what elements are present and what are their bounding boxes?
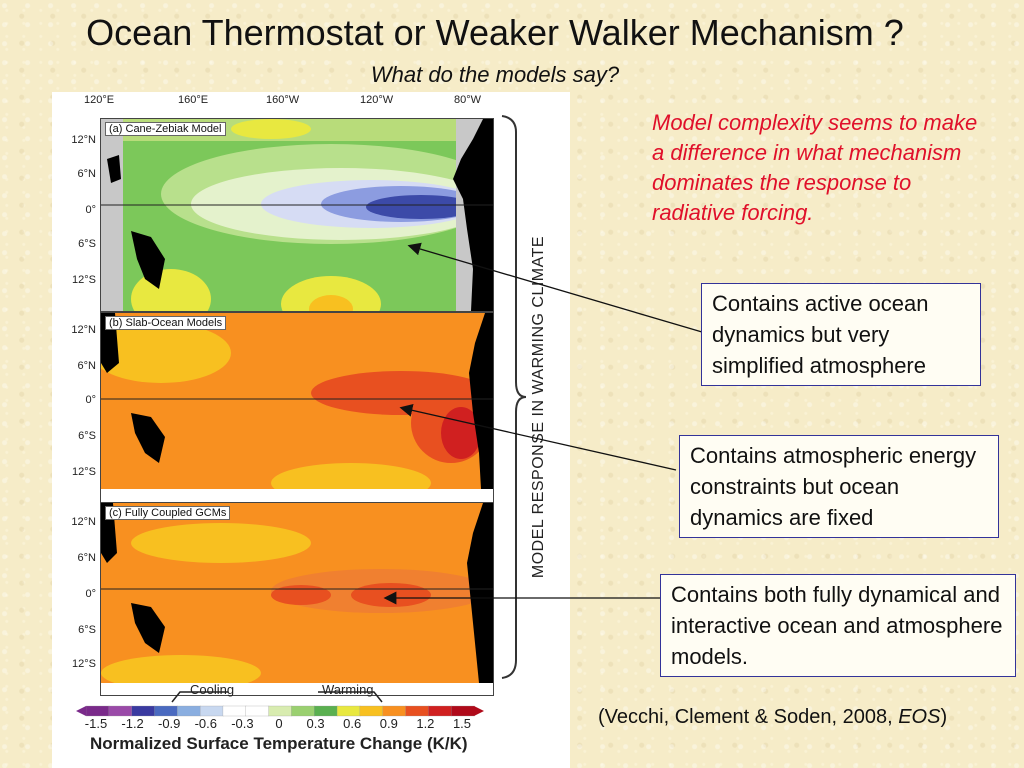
colorbar-title: Normalized Surface Temperature Change (K… (90, 734, 468, 753)
colorbar-swatch (199, 705, 224, 717)
colorbar-swatch (314, 705, 338, 717)
slide-title: Ocean Thermostat or Weaker Walker Mechan… (86, 12, 904, 53)
colorbar-swatches (76, 705, 484, 717)
panel-a-map: (a) Cane-Zebiak Model (100, 118, 494, 312)
lat-label: 0° (85, 588, 96, 600)
colorbar-swatch (451, 705, 475, 717)
lat-label: 6°S (78, 624, 96, 636)
colorbar-swatch (177, 705, 201, 717)
colorbar-swatch (336, 705, 361, 717)
box-active-ocean: Contains active ocean dynamics but very … (701, 283, 981, 386)
colorbar-swatch (291, 705, 315, 717)
colorbar-tick-label: -0.9 (157, 716, 181, 731)
lon-label: 160°E (178, 94, 209, 106)
model-complexity-note: Model complexity seems to make a differe… (652, 110, 978, 225)
colorbar-swatch (245, 705, 270, 717)
colorbar-swatch (154, 705, 178, 717)
colorbar-swatch (382, 705, 407, 717)
citation: (Vecchi, Clement & Soden, 2008, EOS) (598, 706, 947, 729)
colorbar-tick-label: -1.5 (84, 716, 108, 731)
colorbar-tick-label: -1.2 (121, 716, 144, 731)
lat-label: 12°N (71, 324, 96, 336)
colorbar-tick-label: 0.6 (343, 716, 362, 731)
slide-subtitle: What do the models say? (370, 62, 620, 87)
lat-label: 6°N (77, 552, 96, 564)
box-atmospheric-constraints: Contains atmospheric energy constraints … (679, 435, 999, 538)
citation-journal: EOS (898, 706, 941, 728)
lon-label: 80°W (454, 94, 482, 106)
colorbar-swatch (428, 705, 452, 717)
cooling-arrow (171, 691, 228, 703)
lat-label: 12°S (72, 466, 96, 478)
bracket (501, 115, 527, 679)
lat-label: 0° (85, 394, 96, 406)
citation-text: (Vecchi, Clement & Soden, 2008, (598, 706, 899, 728)
colorbar-swatch (268, 705, 293, 717)
colorbar-tick-label: 1.2 (416, 716, 435, 731)
warming-arrow (318, 691, 383, 703)
panel-c-map: (c) Fully Coupled GCMs (100, 502, 494, 696)
lon-label: 160°W (266, 94, 300, 106)
colorbar-tick-label: -0.6 (194, 716, 217, 731)
lon-label: 120°E (84, 94, 115, 106)
colorbar-max-arrow (474, 706, 484, 716)
lat-label: 6°N (77, 168, 96, 180)
lon-label: 120°W (360, 94, 394, 106)
lat-label: 12°S (72, 658, 96, 670)
lat-label: 6°S (78, 430, 96, 442)
colorbar: Cooling Warming -1.5 -1.2 -0.9 -0.6 -0.3 0 0.3… (52, 682, 570, 768)
colorbar-tick-label: 1.5 (452, 716, 472, 731)
colorbar-swatch (405, 705, 430, 717)
colorbar-tick-label: 0 (275, 716, 283, 731)
lat-label: 0° (85, 204, 96, 216)
panel-c-label: (c) Fully Coupled GCMs (105, 506, 231, 520)
colorbar-swatch (85, 705, 110, 717)
model-comparison-figure: 120°E 160°E 160°W 120°W 80°W 12°N 6°N 0°… (52, 92, 570, 768)
colorbar-tick-label: 0.3 (306, 716, 325, 731)
lat-label: 12°N (71, 134, 96, 146)
lat-label: 12°S (72, 274, 96, 286)
colorbar-tick-label: -0.3 (231, 716, 254, 731)
panel-a-label: (a) Cane-Zebiak Model (105, 122, 226, 136)
colorbar-swatch (131, 705, 156, 717)
lat-label: 6°N (77, 360, 96, 372)
bracket-label: MODEL RESPONSE IN WARMING CLIMATE (530, 235, 547, 579)
lat-label: 6°S (78, 238, 96, 250)
box-fully-coupled: Contains both fully dynamical and intera… (660, 574, 1016, 677)
citation-end: ) (940, 706, 948, 728)
colorbar-swatch (359, 705, 384, 717)
panel-b-map: (b) Slab-Ocean Models (100, 312, 494, 506)
colorbar-swatch (222, 705, 247, 717)
cooling-label: Cooling (190, 682, 235, 697)
colorbar-tick-label: 0.9 (379, 716, 398, 731)
panel-b-label: (b) Slab-Ocean Models (105, 316, 227, 330)
lat-label: 12°N (71, 516, 96, 528)
colorbar-min-arrow (76, 706, 86, 716)
warming-label: Warming (322, 682, 374, 697)
colorbar-swatch (108, 705, 133, 717)
